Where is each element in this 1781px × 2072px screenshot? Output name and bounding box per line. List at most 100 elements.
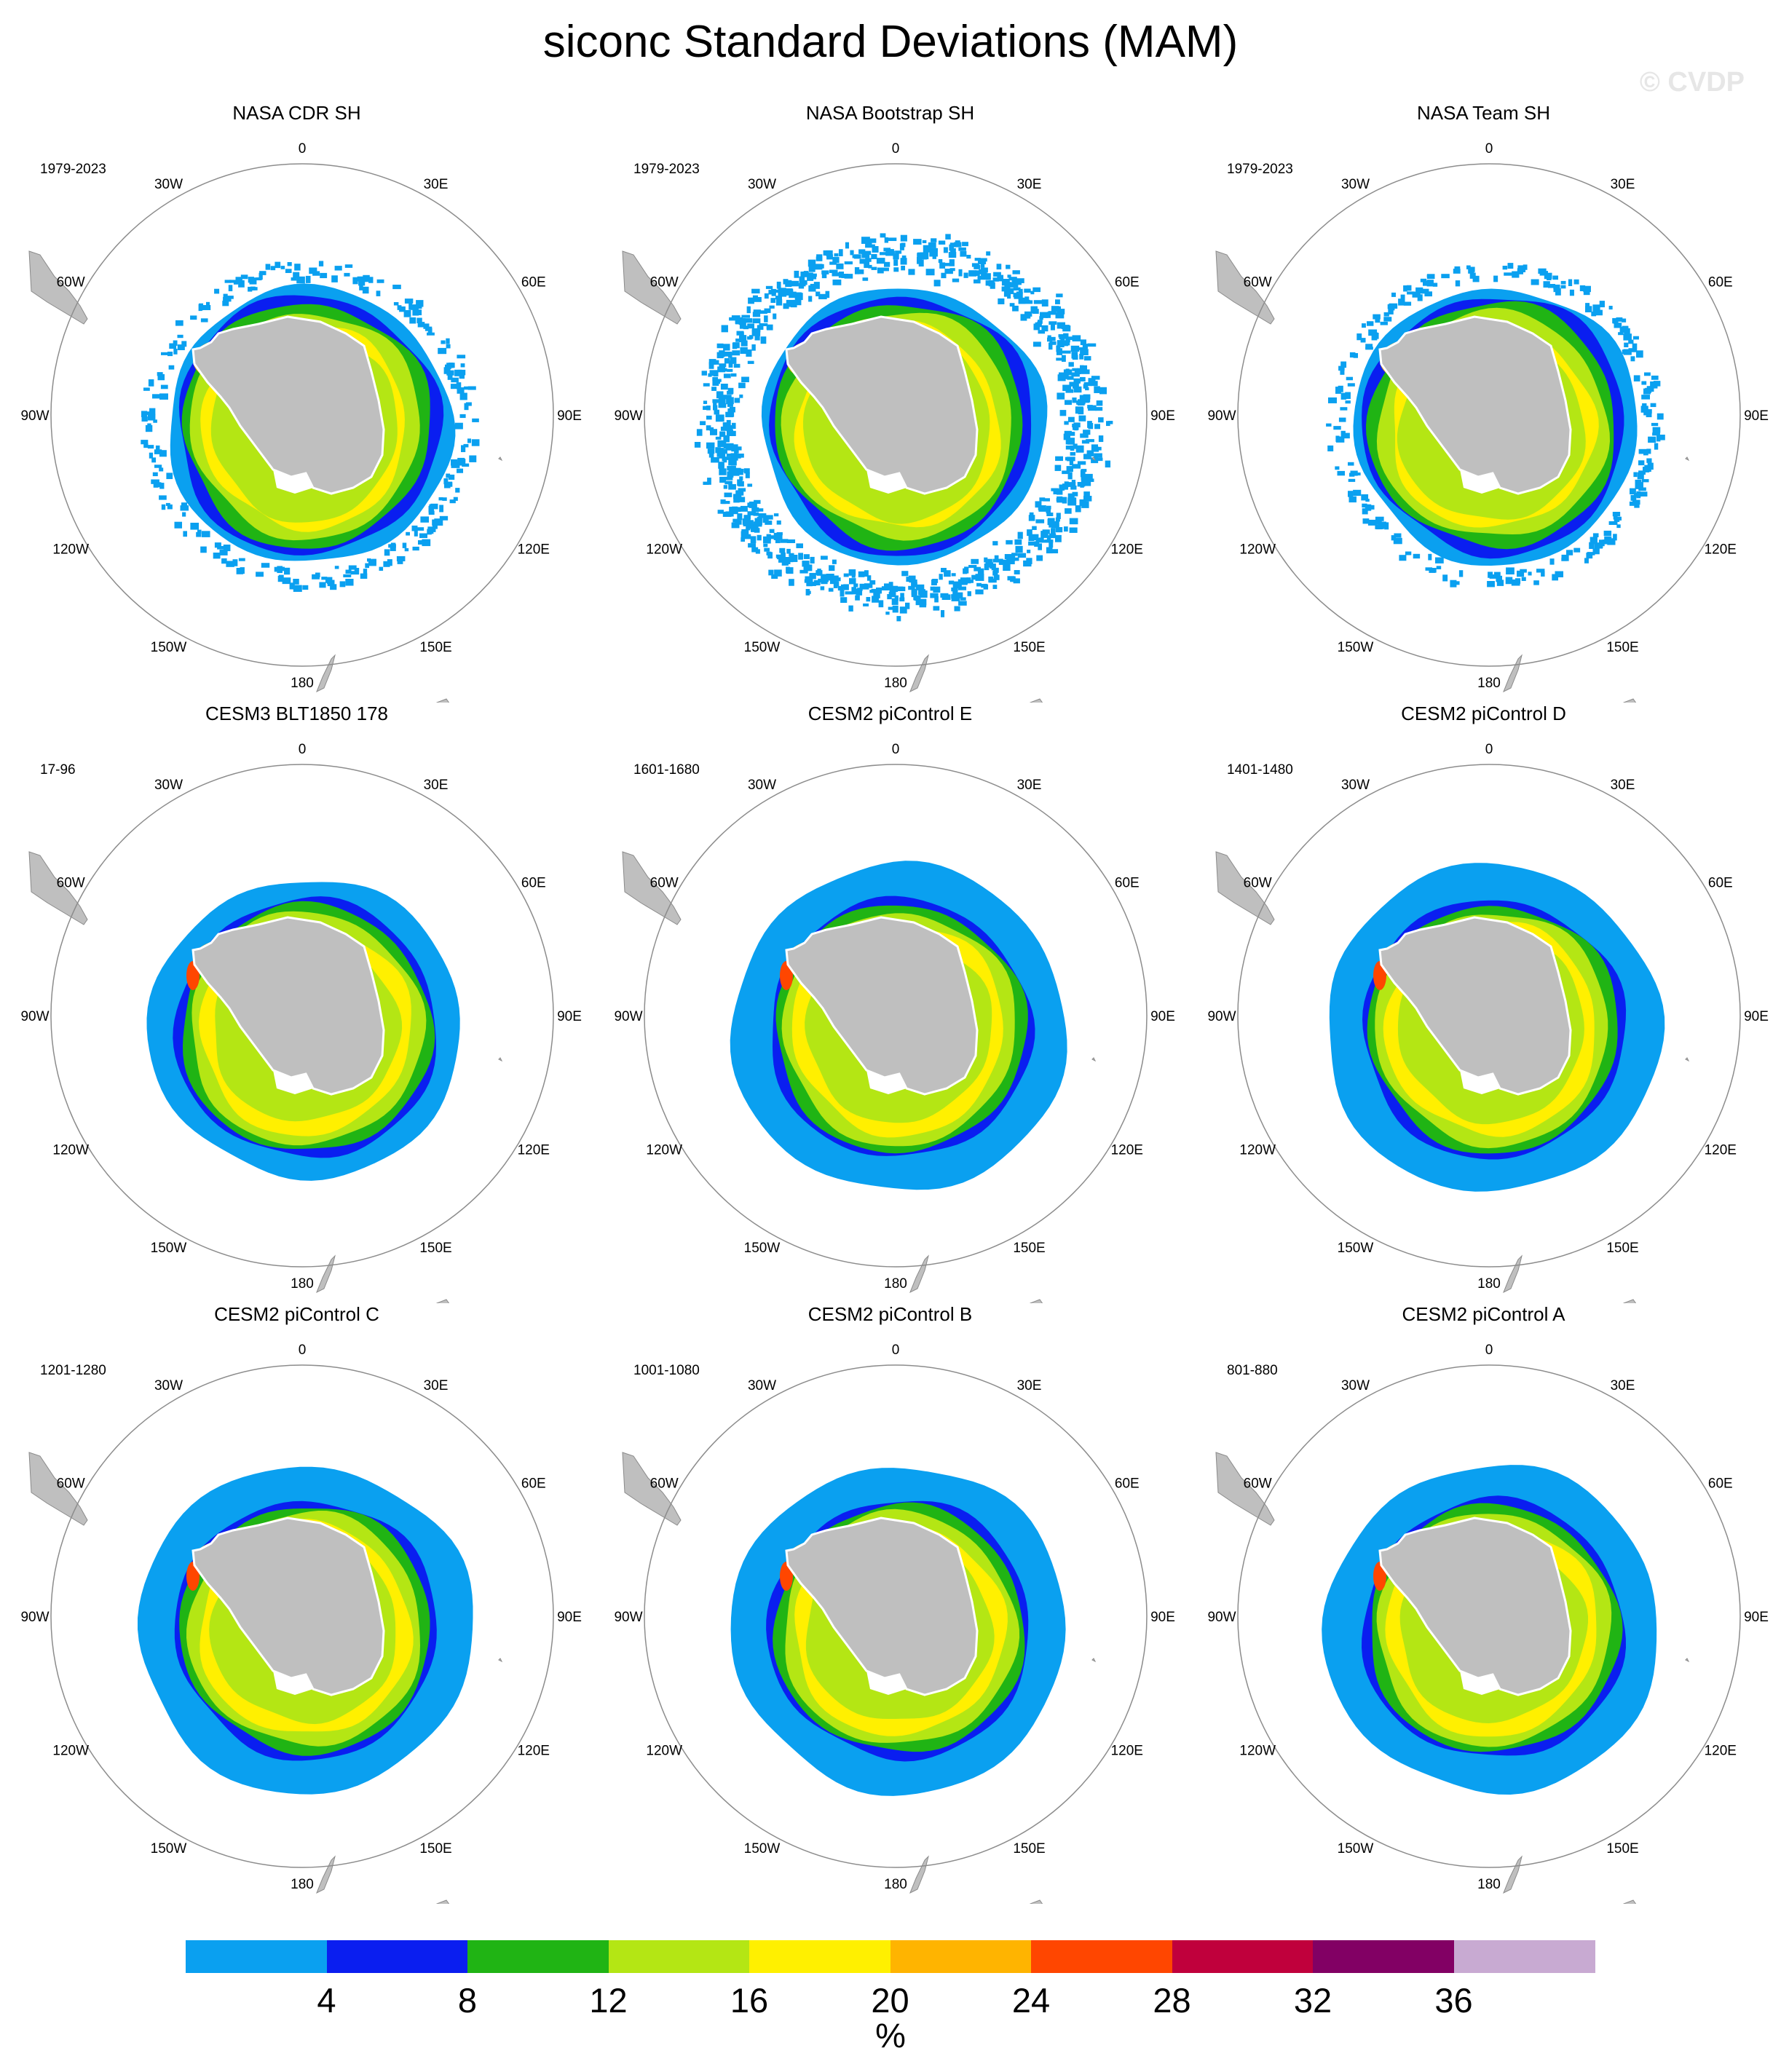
colorbar-tick-label: 28: [1153, 1981, 1191, 2020]
longitude-label: 150W: [1338, 1841, 1374, 1857]
map-boundary: [644, 764, 1148, 1268]
colorbar-swatch: [749, 1940, 890, 1973]
longitude-label: 30E: [1017, 778, 1042, 793]
polar-stereographic-map: 0 30E 60E 90E 120E 150E 180 150W 120W 90W 60W 30W: [614, 141, 1175, 703]
polar-stereographic-map: 0 30E 60E 90E 120E 150E 180 150W 120W 90W 60W 30W: [20, 742, 582, 1303]
longitude-label: 30E: [1611, 778, 1635, 793]
map-panel: CESM2 piControl A 0 30E 60E 90E 120E 150E 180 15…: [1187, 1303, 1780, 1904]
period-label: 1401-1480: [1227, 762, 1293, 778]
panel-title: CESM2 piControl C: [214, 1303, 379, 1325]
map-boundary: [1237, 163, 1741, 667]
colorbar-tick-label: 12: [589, 1981, 628, 2020]
map-boundary: [644, 163, 1148, 667]
island-land: [1685, 1057, 1690, 1062]
longitude-label: 120E: [1111, 542, 1143, 558]
longitude-label: 120E: [518, 1744, 550, 1759]
sparse-ice-pixels: [694, 233, 1113, 622]
panel-title: NASA Team SH: [1416, 102, 1551, 124]
period-label: 801-880: [1227, 1363, 1278, 1378]
longitude-label: 90E: [1150, 408, 1175, 424]
new-zealand-land: [909, 1254, 929, 1294]
longitude-label: 150E: [1606, 1841, 1638, 1857]
longitude-label: 120W: [646, 542, 682, 558]
longitude-label: 60E: [1115, 876, 1140, 891]
ross-ice-shelf: [1460, 1070, 1500, 1094]
polar-stereographic-map: 0 30E 60E 90E 120E 150E 180 150W 120W 90W 60W 30W: [614, 1343, 1175, 1904]
longitude-label: 150W: [1338, 1241, 1374, 1256]
south-america-land: [622, 250, 682, 325]
period-label: 1979-2023: [40, 162, 106, 177]
panel-title: NASA Bootstrap SH: [805, 102, 975, 124]
map-panel: NASA Team SH 0 30E 60E 90E 120E 150E 180 150W 120…: [1187, 102, 1780, 703]
longitude-label: 0: [892, 1343, 900, 1358]
longitude-label: 150W: [1338, 640, 1374, 655]
longitude-label: 90E: [557, 1610, 582, 1625]
polar-stereographic-map: 0 30E 60E 90E 120E 150E 180 150W 120W 90W 60W 30W: [1207, 141, 1769, 703]
map-boundary: [644, 1364, 1148, 1868]
map-boundary: [1237, 764, 1741, 1268]
map-panel: CESM2 piControl C 0 30E 60E 90E 120E 150E 180 15…: [0, 1303, 593, 1904]
tasmania-land: [1623, 698, 1637, 703]
longitude-label: 120E: [1705, 542, 1737, 558]
longitude-label: 90W: [20, 408, 49, 424]
longitude-label: 150E: [1606, 640, 1638, 655]
longitude-label: 30W: [748, 177, 776, 192]
longitude-label: 120E: [1111, 1744, 1143, 1759]
longitude-label: 60E: [521, 275, 546, 290]
longitude-label: 150W: [744, 1841, 781, 1857]
colorbar-swatch: [1453, 1940, 1595, 1973]
polar-stereographic-map: 0 30E 60E 90E 120E 150E 180 150W 120W 90W 60W 30W: [1207, 742, 1769, 1303]
longitude-label: 150E: [1013, 640, 1045, 655]
tasmania-land: [436, 1899, 450, 1904]
longitude-label: 180: [1477, 1877, 1501, 1892]
south-america-land: [1215, 851, 1275, 925]
panel-title: CESM2 piControl E: [807, 703, 973, 724]
tasmania-land: [436, 1299, 450, 1303]
period-label: 1601-1680: [633, 762, 700, 778]
panel-title: CESM2 piControl A: [1402, 1303, 1565, 1325]
map-panel: CESM2 piControl D 0 30E 60E 90E 120E 150E 180 15…: [1187, 703, 1780, 1303]
longitude-label: 0: [299, 141, 307, 157]
longitude-label: 120W: [52, 542, 89, 558]
island-land: [498, 456, 503, 462]
colorbar: [186, 1940, 1595, 1973]
south-america-land: [28, 851, 88, 925]
period-label: 1001-1080: [633, 1363, 700, 1378]
map-boundary: [50, 764, 554, 1268]
longitude-label: 120E: [1705, 1143, 1737, 1158]
longitude-label: 30E: [1611, 1378, 1635, 1393]
longitude-label: 30W: [1341, 1378, 1370, 1393]
colorbar-swatch: [186, 1940, 327, 1973]
longitude-label: 0: [299, 1343, 307, 1358]
longitude-label: 90W: [20, 1009, 49, 1024]
tasmania-land: [1623, 1899, 1637, 1904]
longitude-label: 120W: [646, 1744, 682, 1759]
longitude-label: 150E: [419, 1241, 451, 1256]
polar-stereographic-map: 0 30E 60E 90E 120E 150E 180 150W 120W 90W 60W 30W: [20, 1343, 582, 1904]
panel-title: NASA CDR SH: [232, 102, 361, 124]
colorbar-unit: %: [875, 2016, 906, 2055]
longitude-label: 30E: [1017, 177, 1042, 192]
ross-ice-shelf: [1460, 1671, 1500, 1695]
sparse-ice-pixels: [1326, 263, 1665, 588]
period-label: 1979-2023: [1227, 162, 1293, 177]
figure-title: siconc Standard Deviations (MAM): [542, 17, 1239, 67]
longitude-label: 30E: [424, 177, 449, 192]
longitude-label: 90W: [1207, 1009, 1236, 1024]
period-label: 1201-1280: [40, 1363, 106, 1378]
tasmania-land: [1030, 698, 1043, 703]
longitude-label: 120E: [1705, 1744, 1737, 1759]
longitude-label: 120E: [518, 1143, 550, 1158]
longitude-label: 60W: [1244, 876, 1272, 891]
sparse-ice-pixels: [141, 261, 480, 592]
ross-ice-shelf: [1460, 470, 1500, 494]
longitude-label: 30W: [1341, 177, 1370, 192]
longitude-label: 60E: [1708, 876, 1733, 891]
longitude-label: 120W: [646, 1143, 682, 1158]
colorbar-tick-label: 8: [457, 1981, 478, 2020]
longitude-label: 60W: [57, 876, 85, 891]
colorbar-swatch: [890, 1940, 1032, 1973]
longitude-label: 90E: [1744, 1610, 1769, 1625]
longitude-label: 150W: [744, 1241, 781, 1256]
longitude-label: 60E: [1708, 1476, 1733, 1492]
